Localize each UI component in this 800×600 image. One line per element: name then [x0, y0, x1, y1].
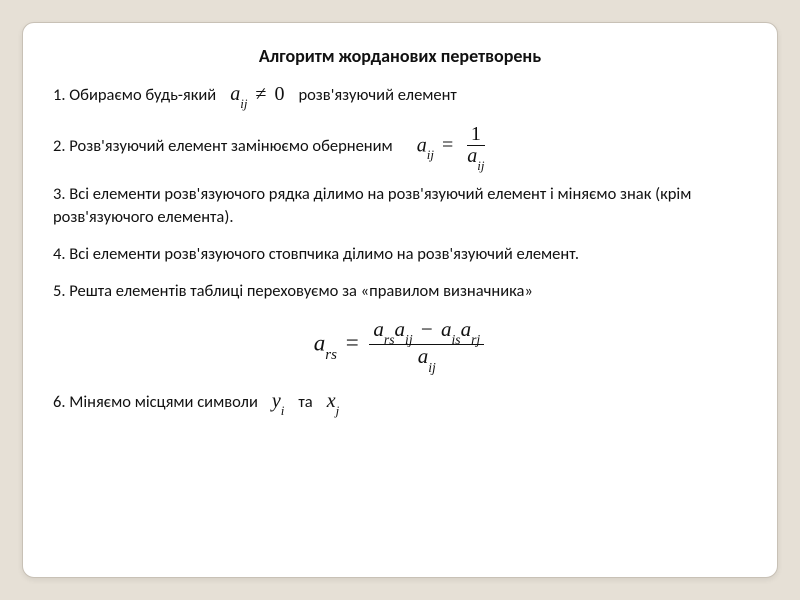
- step1-tail: розв'язуючий елемент: [298, 84, 456, 106]
- step5-formula: ars = arsaij − aisarj aij: [314, 318, 486, 372]
- step1-formula: aij ≠ 0: [230, 81, 284, 110]
- step6-x: xj: [327, 388, 340, 417]
- slide-card: Алгоритм жорданових перетворень 1. Обира…: [22, 22, 778, 578]
- step-2: 2. Розв'язуючий елемент замінюємо оберне…: [53, 124, 747, 170]
- step-1: 1. Обираємо будь-який aij ≠ 0 розв'язуюч…: [53, 81, 747, 110]
- step-5-text: 5. Решта елементів таблиці переховуємо з…: [53, 280, 747, 303]
- step-3: 3. Всі елементи розв'язуючого рядка діли…: [53, 183, 747, 229]
- step2-fraction: 1 aij: [463, 124, 488, 170]
- step2-text: 2. Розв'язуючий елемент замінюємо оберне…: [53, 135, 393, 157]
- step-4: 4. Всі елементи розв'язуючого стовпчика …: [53, 243, 747, 266]
- step5-fraction: arsaij − aisarj aij: [369, 318, 484, 372]
- step2-formula: aij = 1 aij: [417, 124, 491, 170]
- step6-y: yi: [272, 388, 285, 417]
- slide-title: Алгоритм жорданових перетворень: [53, 45, 747, 67]
- step-6: 6. Міняємо місцями символи yi та xj: [53, 388, 747, 417]
- step1-lead: 1. Обираємо будь-який: [53, 84, 216, 106]
- step6-mid: та: [298, 391, 312, 413]
- step6-lead: 6. Міняємо місцями символи: [53, 391, 258, 413]
- step-5-formula-row: ars = arsaij − aisarj aij: [53, 318, 747, 372]
